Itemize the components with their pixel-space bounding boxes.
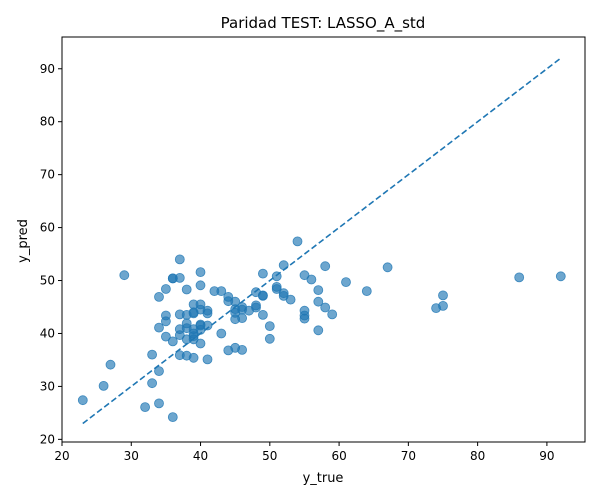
scatter-point [154,366,164,377]
scatter-point [174,254,185,265]
scatter-point [257,290,268,301]
scatter-point [313,285,324,296]
scatter-point [202,354,213,365]
scatter-point [257,268,268,279]
scatter-point [361,286,372,297]
scatter-point [320,261,331,272]
x-tick-label: 60 [331,449,346,463]
scatter-point [555,271,566,282]
y-tick-label: 90 [40,62,55,76]
x-tick-label: 70 [401,449,416,463]
scatter-point [147,378,158,389]
y-tick-label: 60 [40,221,55,235]
scatter-point [167,336,178,347]
scatter-point [438,290,448,301]
scatter-point [160,331,171,342]
scatter-point [313,325,324,336]
scatter-point [195,267,206,278]
scatter-point [264,321,275,332]
scatter-point [195,299,206,310]
scatter-points [77,236,566,423]
scatter-point [195,280,206,291]
x-axis-label: y_true [303,471,344,486]
scatter-point [264,333,275,344]
plot-frame [61,36,586,443]
scatter-point [154,398,164,409]
scatter-point [202,305,213,316]
identity-line [82,57,562,425]
scatter-point [216,286,227,297]
scatter-point [514,272,525,283]
scatter-point [188,352,199,363]
scatter-point [174,272,185,283]
y-axis-label: y_pred [16,219,31,263]
scatter-point [167,412,178,423]
scatter-point [313,296,324,307]
scatter-point [306,274,317,285]
x-tick-label: 40 [193,449,208,463]
identity-line-layer [82,57,562,425]
scatter-point [341,277,351,288]
scatter-point [181,284,192,295]
x-tick-label: 50 [262,449,277,463]
y-tick-label: 50 [40,274,55,288]
scatter-point [223,291,234,302]
scatter-point [160,284,171,294]
x-tick-label: 90 [539,449,554,463]
scatter-point [216,328,227,339]
scatter-point [154,291,164,302]
scatter-point [160,310,171,321]
scatter-point [251,300,261,311]
scatter-point [382,262,393,273]
x-tick-label: 80 [470,449,485,463]
scatter-point [140,402,151,413]
scatter-point [327,309,338,320]
scatter-point [119,270,130,281]
y-axis-ticks: 20 30 40 50 60 70 80 90 [40,62,62,446]
scatter-point [237,313,248,324]
scatter-point [271,281,282,292]
x-axis-ticks: 20 30 40 50 60 70 80 90 [54,442,555,463]
scatter-point [195,338,206,349]
scatter-point [237,344,248,355]
scatter-point [147,349,158,360]
scatter-point [438,300,448,311]
y-tick-label: 40 [40,326,55,340]
scatter-point [285,294,296,305]
chart-title: Paridad TEST: LASSO_A_std [221,14,426,33]
scatter-point [257,309,268,320]
scatter-point [292,236,303,247]
x-tick-label: 20 [54,449,69,463]
scatter-point [278,288,289,299]
scatter-point [105,359,116,370]
y-tick-label: 30 [40,379,55,393]
scatter-point [320,302,331,313]
y-tick-label: 80 [40,115,55,129]
scatter-point [299,305,310,316]
scatter-point [299,270,310,281]
scatter-point [154,322,164,333]
y-tick-label: 70 [40,168,55,182]
scatter-point [98,380,109,391]
scatter-point [77,395,88,406]
y-tick-label: 20 [40,432,55,446]
x-tick-label: 30 [124,449,139,463]
